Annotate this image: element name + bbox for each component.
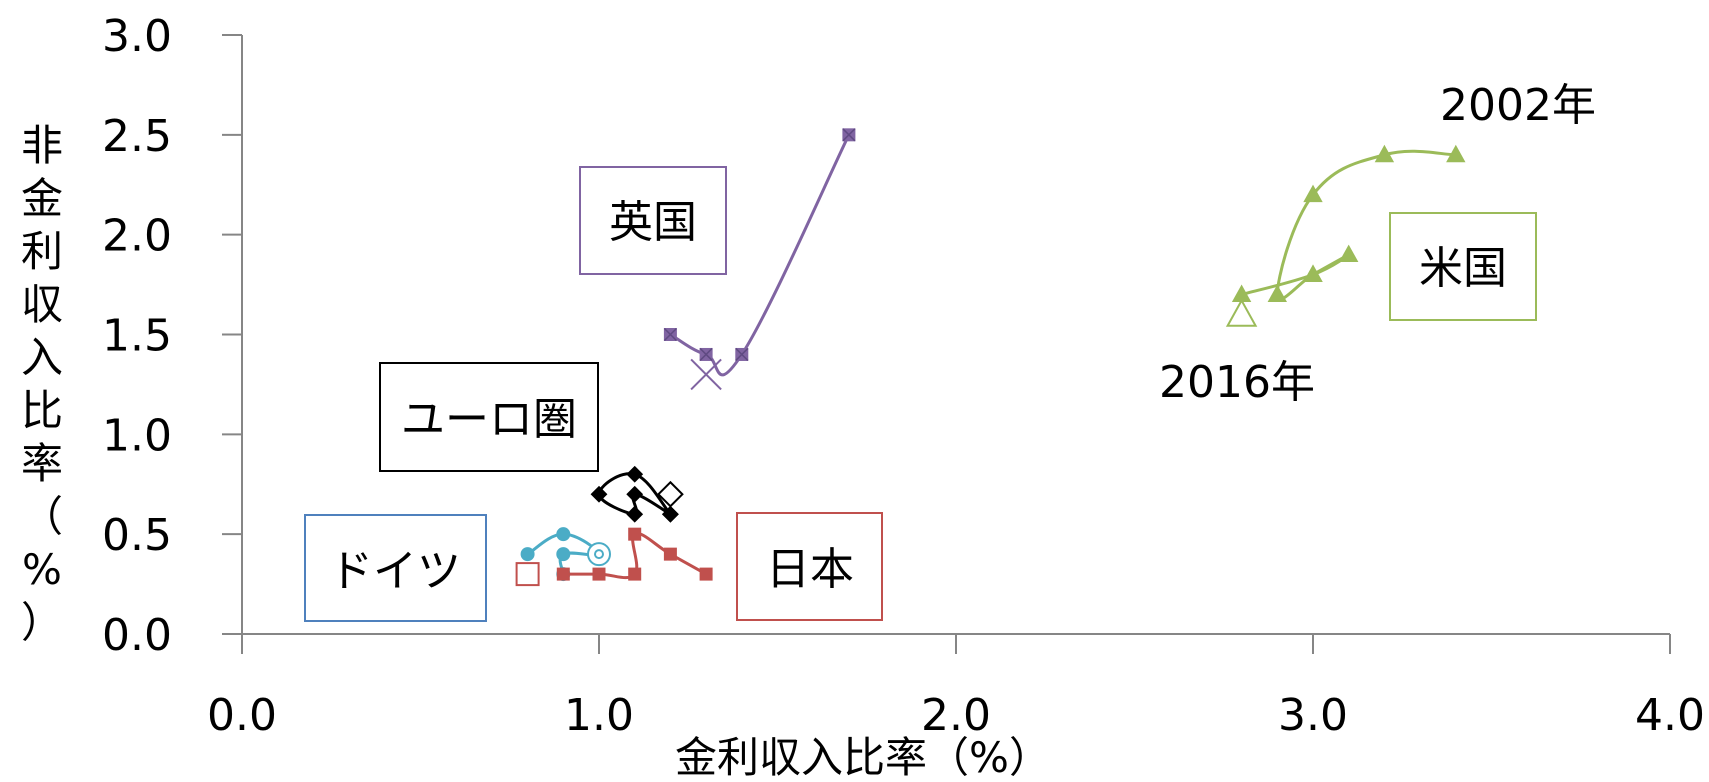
y-tick-label: 0.5 — [102, 510, 172, 561]
series-label-us: 米国 — [1419, 243, 1507, 294]
series-line — [669, 134, 851, 377]
x-tick-label: 2.0 — [921, 690, 991, 741]
x-axis-title: 金利収入比率（%） — [675, 733, 1051, 782]
data-point — [590, 485, 608, 503]
series-label-uk: 英国 — [609, 197, 697, 248]
data-point — [556, 567, 570, 581]
label-box-japan: 日本 — [736, 512, 883, 621]
series-group — [590, 465, 684, 523]
x-tick-label: 1.0 — [564, 690, 634, 741]
data-point — [663, 547, 677, 561]
y-tick-label: 1.0 — [102, 410, 172, 461]
data-point-cross — [735, 347, 749, 361]
data-point — [1303, 184, 1323, 203]
data-point — [556, 527, 571, 542]
y-tick-label: 0.0 — [102, 610, 172, 661]
annotation-end-year: 2016年 — [1159, 357, 1315, 408]
data-point — [1374, 144, 1395, 163]
y-tick-label: 1.5 — [102, 311, 172, 362]
series-group — [663, 128, 856, 391]
data-point-cross — [842, 128, 856, 142]
data-point — [626, 485, 644, 503]
label-box-uk: 英国 — [579, 166, 727, 275]
data-point — [628, 527, 642, 541]
data-point — [628, 567, 642, 581]
data-point — [699, 567, 713, 581]
data-point-cross — [690, 358, 722, 391]
series-label-germany: ドイツ — [329, 546, 461, 597]
x-tick-label: 0.0 — [207, 690, 277, 741]
data-point — [1267, 284, 1287, 302]
data-point — [520, 547, 535, 562]
data-point — [556, 547, 571, 562]
axes: 0.0 1.0 2.0 3.0 4.0 0.0 0.5 1.0 1.5 2.0 2.5 3.0 — [102, 11, 1705, 741]
series-group — [515, 527, 713, 587]
data-point — [626, 465, 644, 483]
data-point — [656, 480, 684, 508]
data-point-cross — [663, 327, 677, 342]
label-box-euro: ユーロ圏 — [379, 362, 599, 472]
y-tick-label: 2.5 — [102, 111, 172, 162]
data-point — [515, 562, 540, 587]
label-box-germany: ドイツ — [304, 514, 487, 622]
series-layer — [515, 128, 1466, 587]
series-label-euro: ユーロ圏 — [401, 394, 577, 445]
data-point — [661, 505, 679, 523]
label-box-us: 米国 — [1389, 212, 1537, 321]
y-tick-label: 3.0 — [102, 11, 172, 62]
y-tick-label: 2.0 — [102, 211, 172, 262]
data-point-cross — [699, 347, 713, 361]
annotation-start-year: 2002年 — [1440, 80, 1596, 131]
series-label-japan: 日本 — [766, 544, 854, 595]
data-point-inner — [594, 549, 604, 560]
y-axis-title: 非金利収入比率（%） — [21, 121, 63, 647]
data-point — [1339, 244, 1359, 263]
data-point — [1446, 144, 1466, 163]
data-point — [587, 542, 611, 567]
data-point — [626, 505, 644, 523]
series-group — [1225, 144, 1466, 327]
data-point — [1225, 298, 1258, 327]
data-point — [592, 567, 606, 581]
data-point — [1303, 264, 1323, 282]
x-tick-label: 3.0 — [1278, 690, 1348, 741]
series-group — [520, 527, 611, 582]
x-tick-label: 4.0 — [1635, 690, 1705, 741]
